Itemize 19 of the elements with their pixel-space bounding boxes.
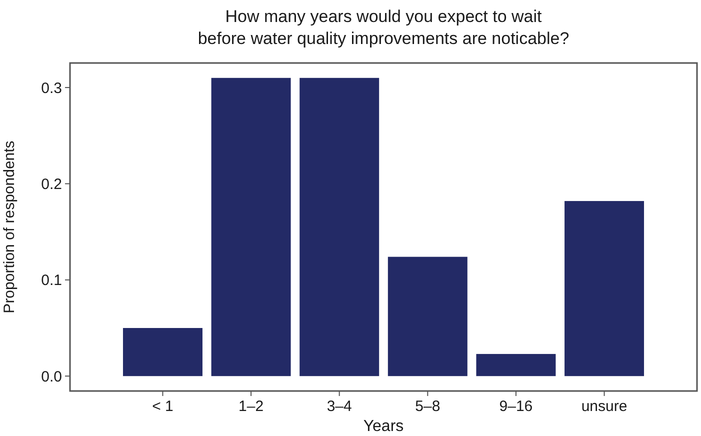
x-tick-label: 5–8: [415, 398, 440, 415]
x-tick-label: 9–16: [499, 398, 533, 415]
bar: [476, 354, 556, 376]
x-tick-label: unsure: [581, 398, 628, 415]
bar: [211, 78, 291, 376]
x-tick-label: < 1: [152, 398, 174, 415]
chart-title: How many years would you expect to wait before water quality improvements are noticable?: [198, 7, 570, 48]
bar: [388, 256, 468, 376]
bar: [564, 201, 644, 376]
bar: [122, 328, 202, 376]
x-tick-label: 3–4: [326, 398, 352, 415]
x-axis-title: Years: [363, 418, 404, 435]
bar: [300, 78, 380, 376]
y-tick-label: 0.2: [41, 176, 62, 193]
y-tick-label: 0.3: [41, 80, 62, 97]
y-tick-label: 0.1: [41, 272, 62, 290]
x-tick-label: 1–2: [238, 398, 264, 415]
y-axis-title: Proportion of respondents: [1, 140, 18, 314]
y-tick-label: 0.0: [41, 368, 62, 386]
